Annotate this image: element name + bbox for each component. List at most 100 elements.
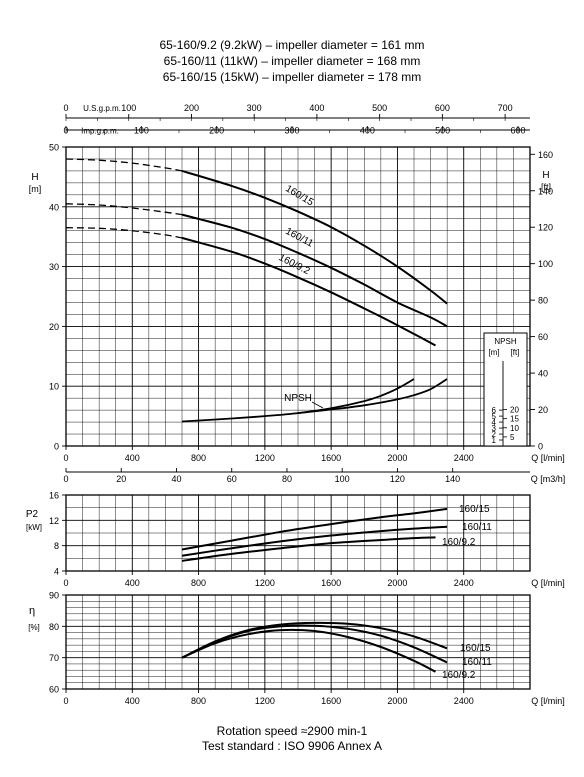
ft-tick-label: 40 xyxy=(538,369,548,379)
power-x-tick-label: 800 xyxy=(191,578,206,588)
eff-x-tick-label: 0 xyxy=(63,696,68,706)
head-curve xyxy=(181,169,448,305)
head-y-tick-label: 20 xyxy=(49,322,59,332)
power-y-tick-label: 4 xyxy=(54,567,59,577)
eff-y-axis-unit: [%] xyxy=(28,623,40,632)
m3h-tick-label: 120 xyxy=(390,474,405,484)
power-x-tick-label: 400 xyxy=(125,578,140,588)
head-y-tick-label: 30 xyxy=(49,262,59,272)
npsh-m-tick-label: 5 xyxy=(492,412,497,421)
head-frame xyxy=(65,146,531,447)
eff-y-axis-label: η xyxy=(29,605,35,617)
power-y-tick-label: 16 xyxy=(49,491,59,501)
footer-rotation-speed: Rotation speed ≈2900 min-1 xyxy=(216,724,368,738)
head-curve-dashed xyxy=(65,158,183,172)
eff-x-tick-label: 2400 xyxy=(454,696,474,706)
head-curve xyxy=(181,236,436,347)
eff-frame xyxy=(65,594,531,690)
m3h-tick-label: 60 xyxy=(227,474,237,484)
ft-tick-label: 0 xyxy=(538,442,543,452)
header-line-3: 65-160/15 (15kW) – impeller diameter = 1… xyxy=(162,70,422,84)
eff-series-label: 160/15 xyxy=(460,643,491,654)
ft-tick-label: 20 xyxy=(538,405,548,415)
m3h-tick-label: 140 xyxy=(445,474,460,484)
ft-axis-label: H xyxy=(542,170,549,181)
head-x-tick-label: 400 xyxy=(125,453,140,463)
m3h-axis-label: Q [m3/h] xyxy=(531,474,566,484)
power-frame xyxy=(65,494,531,572)
head-x-tick-label: 1200 xyxy=(255,453,275,463)
head-x-tick-label: 2000 xyxy=(387,453,407,463)
eff-x-tick-label: 1600 xyxy=(321,696,341,706)
usgpm-axis-label: U.S.g.p.m. xyxy=(83,104,121,113)
eff-curve xyxy=(181,628,436,673)
eff-y-tick-label: 90 xyxy=(49,591,59,601)
eff-y-tick-label: 80 xyxy=(49,622,59,632)
head-curve xyxy=(181,213,448,328)
npsh-leader xyxy=(311,401,324,409)
power-y-axis-label: P2 xyxy=(26,509,39,520)
power-x-tick-label: 0 xyxy=(63,578,68,588)
eff-x-tick-label: 1200 xyxy=(255,696,275,706)
eff-y-tick-label: 70 xyxy=(49,653,59,663)
ft-tick-label: 120 xyxy=(538,223,553,233)
eff-x-tick-label: 400 xyxy=(125,696,140,706)
power-series-label: 160/11 xyxy=(462,522,492,533)
head-y-tick-label: 0 xyxy=(54,442,59,452)
npsh-ft-tick-label: 5 xyxy=(510,433,515,442)
npsh-curve xyxy=(297,378,448,414)
m3h-tick-label: 40 xyxy=(171,474,181,484)
head-x-tick-label: 1600 xyxy=(321,453,341,463)
usgpm-tick-label: 500 xyxy=(372,103,387,113)
npsh-ft-tick-label: 20 xyxy=(510,406,519,415)
head-x-tick-label: 2400 xyxy=(454,453,474,463)
power-y-tick-label: 12 xyxy=(49,516,59,526)
power-curve xyxy=(181,525,448,557)
head-x-axis-label: Q [l/min] xyxy=(531,453,565,463)
head-y-tick-label: 50 xyxy=(49,143,59,153)
power-x-tick-label: 2400 xyxy=(454,578,474,588)
npsh-m-tick-label: 4 xyxy=(492,418,497,427)
head-x-tick-label: 0 xyxy=(63,453,68,463)
footer-test-standard: Test standard : ISO 9906 Annex A xyxy=(201,739,383,753)
npsh-m-tick-label: 1 xyxy=(492,436,497,445)
power-x-axis-label: Q [l/min] xyxy=(531,578,565,588)
head-x-tick-label: 800 xyxy=(191,453,206,463)
m3h-tick-label: 20 xyxy=(116,474,126,484)
ft-tick-label: 160 xyxy=(538,150,553,160)
ft-tick-label: 140 xyxy=(538,186,553,196)
head-series-label: 160/15 xyxy=(283,183,315,208)
ft-tick-label: 60 xyxy=(538,332,548,342)
npsh-scale-unit-ft: [ft] xyxy=(511,348,520,357)
usgpm-tick-label: 0 xyxy=(63,103,68,113)
usgpm-tick-label: 300 xyxy=(247,103,262,113)
power-curve xyxy=(181,536,436,562)
usgpm-tick-label: 600 xyxy=(435,103,450,113)
ft-tick-label: 100 xyxy=(538,259,553,269)
eff-x-tick-label: 2000 xyxy=(387,696,407,706)
npsh-m-tick-label: 6 xyxy=(492,406,497,415)
power-x-tick-label: 1600 xyxy=(321,578,341,588)
power-series-label: 160/15 xyxy=(459,504,490,515)
npsh-scale-title: NPSH xyxy=(494,337,516,346)
power-y-axis-unit: [kW] xyxy=(26,523,42,532)
power-series-label: 160/9.2 xyxy=(442,537,476,548)
npsh-ft-tick-label: 10 xyxy=(510,424,519,433)
usgpm-tick-label: 100 xyxy=(121,103,136,113)
usgpm-tick-label: 700 xyxy=(498,103,513,113)
head-y-tick-label: 40 xyxy=(49,202,59,212)
npsh-scale-box xyxy=(483,332,528,447)
m3h-tick-label: 80 xyxy=(282,474,292,484)
ft-axis-unit: [ft] xyxy=(541,182,551,192)
m3h-tick-label: 100 xyxy=(335,474,350,484)
header-line-1: 65-160/9.2 (9.2kW) – impeller diameter =… xyxy=(159,38,425,52)
eff-series-label: 160/11 xyxy=(462,657,492,668)
npsh-m-tick-label: 2 xyxy=(492,430,497,439)
power-x-tick-label: 1200 xyxy=(255,578,275,588)
npsh-m-tick-label: 3 xyxy=(492,424,497,433)
head-y-axis-label: H xyxy=(31,172,38,183)
npsh-curve xyxy=(181,378,415,423)
power-x-tick-label: 2000 xyxy=(387,578,407,588)
npsh-curve-label: NPSH xyxy=(284,393,312,404)
